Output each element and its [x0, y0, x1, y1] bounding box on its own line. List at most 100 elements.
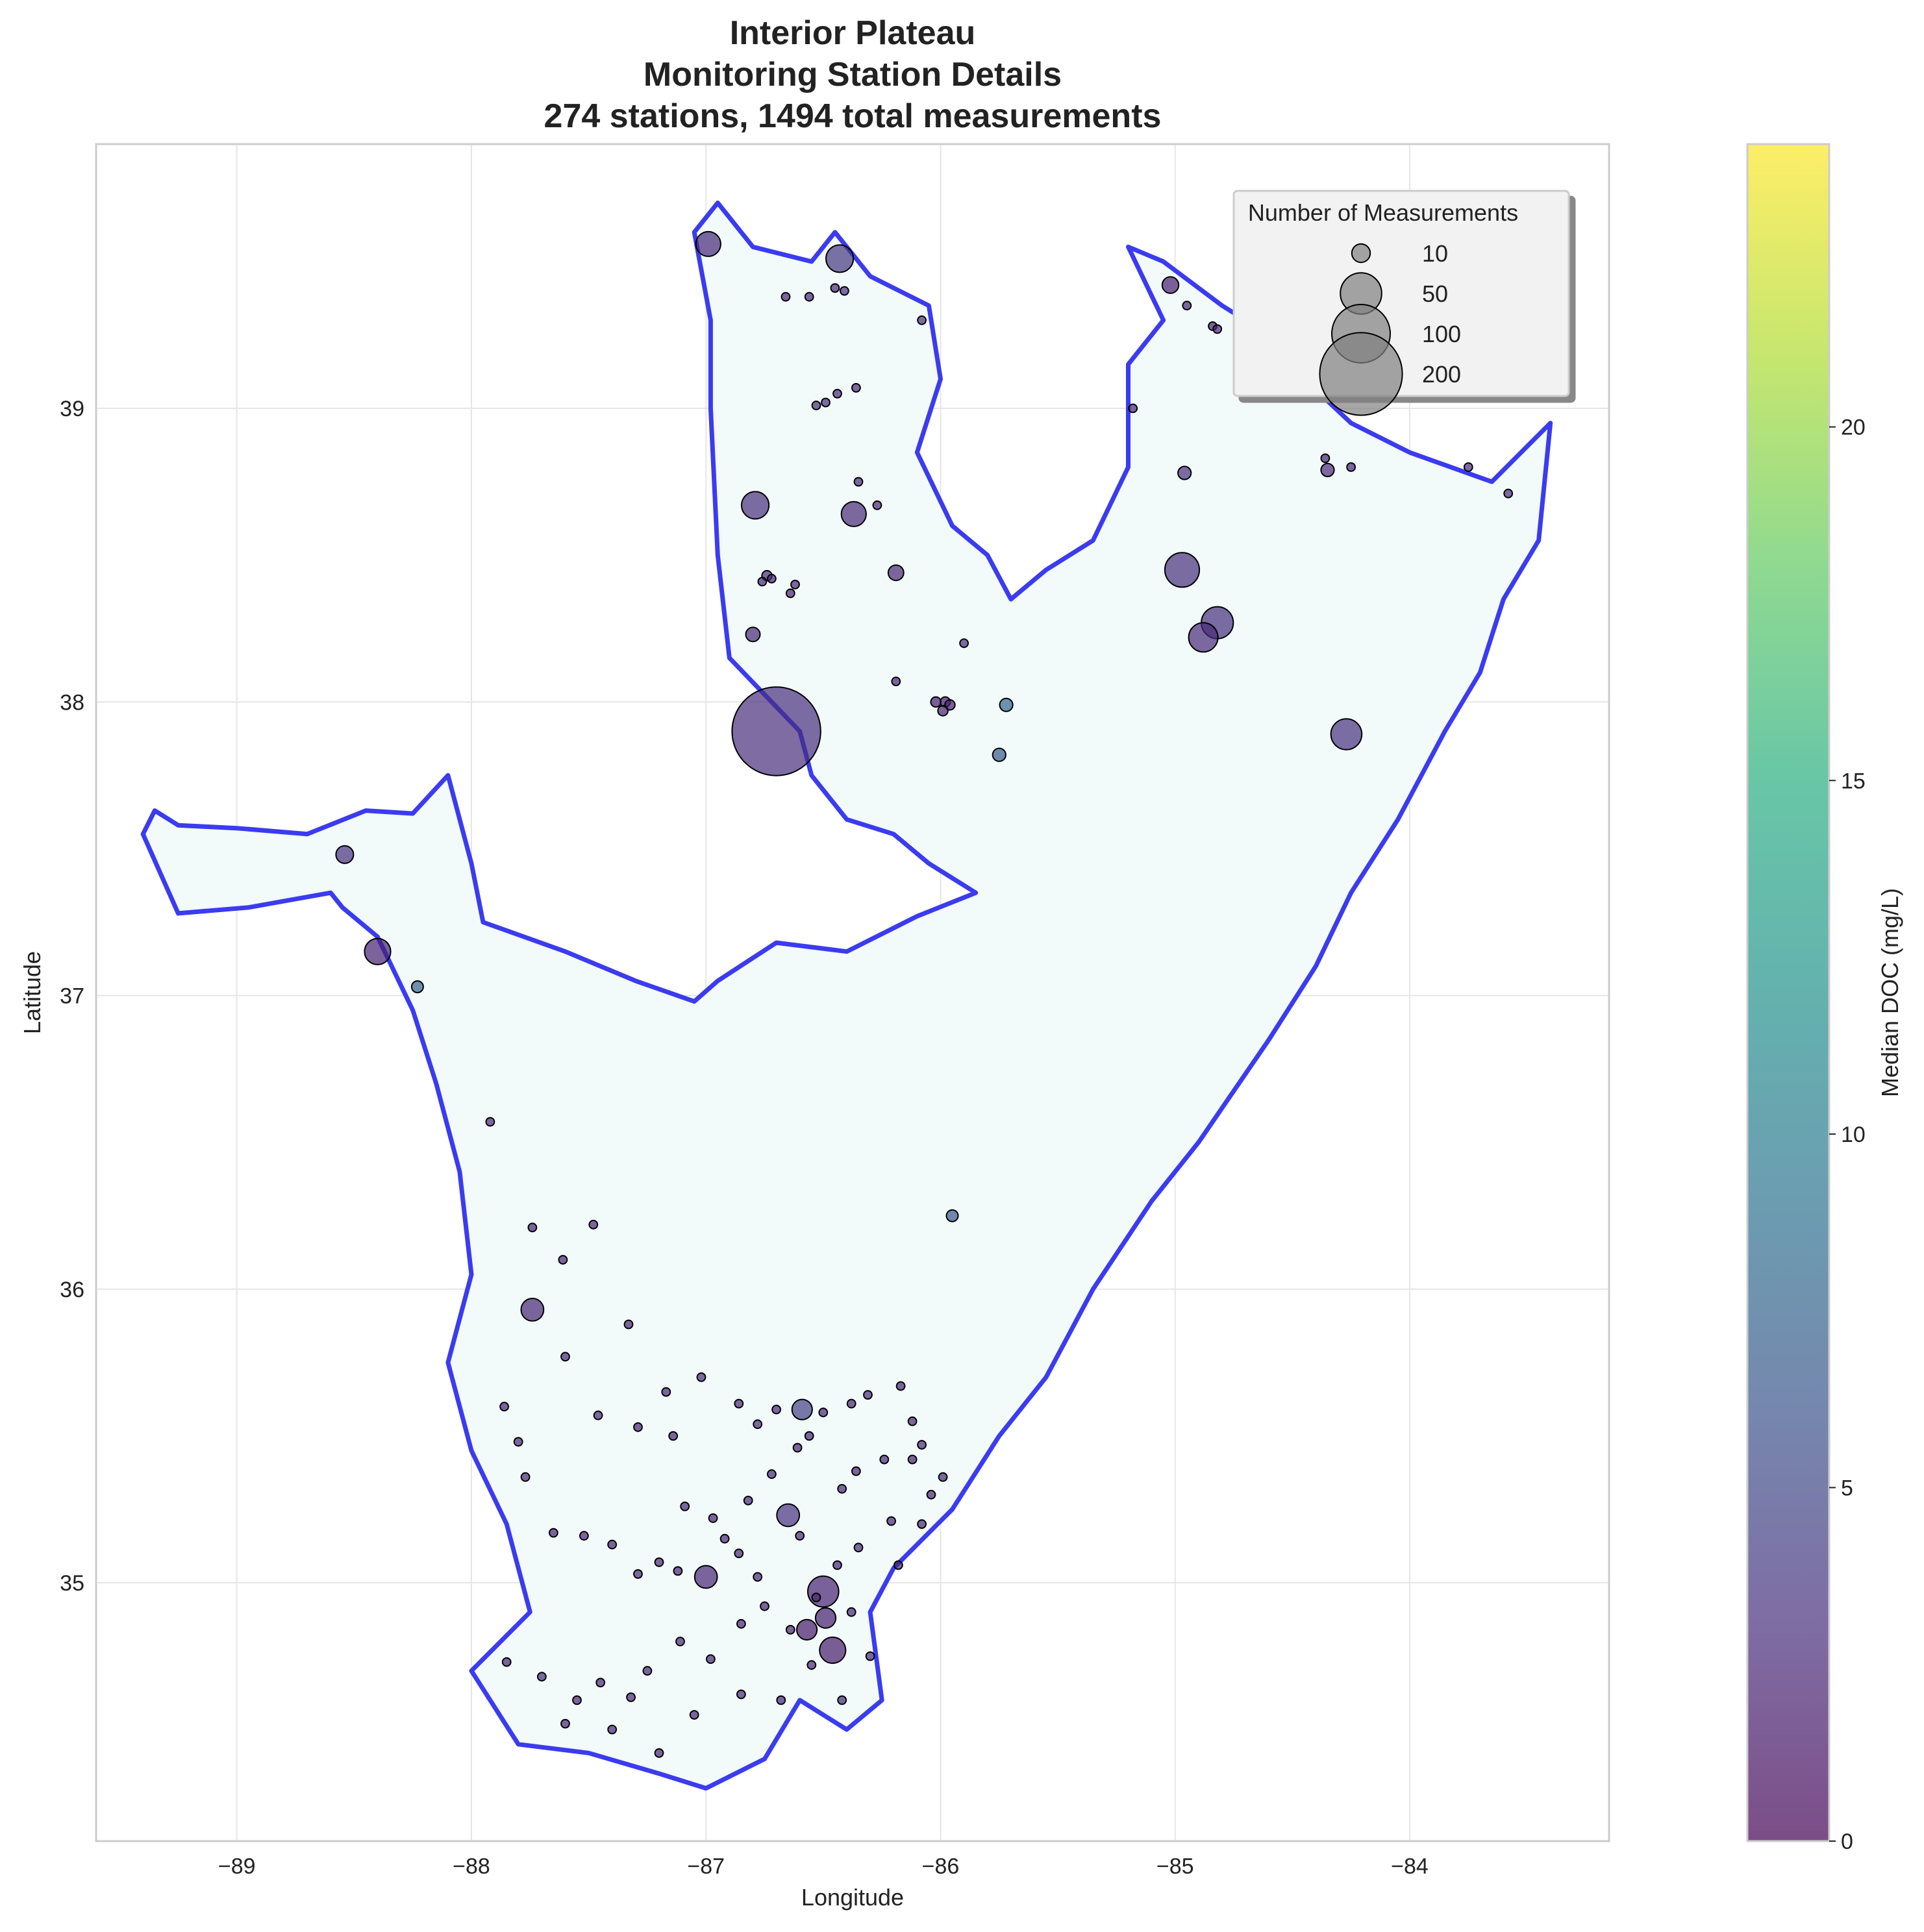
station-marker	[1182, 301, 1192, 311]
station-marker	[863, 1390, 873, 1400]
legend-title: Number of Measurements	[1248, 199, 1518, 226]
station-marker	[837, 1695, 847, 1705]
y-tick-label: 38	[60, 690, 84, 715]
station-marker	[537, 1672, 547, 1682]
station-marker	[853, 477, 864, 487]
station-marker	[1346, 462, 1356, 472]
legend-entries: 10 50 100 200	[1319, 240, 1461, 416]
station-marker	[626, 1692, 636, 1702]
station-marker	[917, 1440, 927, 1450]
station-marker	[791, 1398, 813, 1420]
station-marker	[893, 1560, 903, 1570]
y-tick-label: 36	[60, 1278, 84, 1302]
x-tick-label: −84	[1391, 1854, 1429, 1879]
station-marker	[886, 1516, 896, 1526]
station-marker	[811, 401, 821, 410]
station-marker	[410, 980, 424, 993]
y-tick-label: 35	[60, 1571, 84, 1596]
station-marker	[806, 1660, 817, 1670]
x-tick-label: −88	[453, 1854, 490, 1879]
station-marker	[708, 1513, 718, 1523]
station-marker	[595, 1678, 606, 1688]
legend-marker	[1351, 243, 1371, 264]
station-marker	[846, 1398, 856, 1409]
station-marker	[767, 573, 777, 584]
station-marker	[767, 1469, 777, 1480]
x-axis-label: Longitude	[801, 1884, 904, 1911]
station-marker	[661, 1387, 671, 1397]
station-marker	[642, 1666, 653, 1676]
legend-entry-label: 50	[1422, 280, 1448, 307]
station-marker	[760, 1601, 769, 1611]
station-marker	[364, 937, 392, 965]
colorbar-tick-label: 20	[1841, 415, 1866, 440]
station-marker	[1177, 465, 1192, 480]
title-line-1: Interior Plateau	[730, 14, 976, 52]
station-marker	[623, 1319, 634, 1330]
station-marker	[930, 696, 942, 708]
station-marker	[907, 1454, 918, 1465]
station-marker	[819, 1636, 847, 1665]
station-marker	[840, 501, 867, 527]
x-tick-label: −85	[1156, 1854, 1194, 1879]
station-marker	[999, 697, 1014, 712]
x-tick-label: −86	[922, 1854, 960, 1879]
legend-entry-label: 200	[1422, 361, 1461, 388]
station-marker	[695, 230, 721, 257]
station-marker	[706, 1654, 716, 1665]
size-legend: Number of Measurements 10 50 100 200	[1232, 190, 1570, 416]
colorbar-label: Median DOC (mg/L)	[1877, 888, 1903, 1097]
station-marker	[853, 1542, 864, 1553]
station-marker	[335, 845, 355, 864]
station-marker	[719, 1533, 730, 1544]
station-marker	[804, 1431, 814, 1441]
station-marker	[846, 1607, 856, 1617]
station-marker	[945, 1209, 959, 1222]
colorbar-gradient	[1747, 144, 1829, 1841]
station-marker	[520, 1472, 531, 1482]
plot-frame	[95, 143, 1610, 1842]
legend-entry-label: 10	[1422, 240, 1448, 267]
station-marker	[689, 1710, 699, 1720]
station-marker	[879, 1454, 890, 1465]
station-marker	[1188, 622, 1219, 653]
station-marker	[633, 1422, 643, 1432]
legend-entry-label: 100	[1422, 321, 1461, 347]
station-marker	[891, 676, 901, 686]
station-marker	[840, 286, 849, 296]
station-marker	[785, 1625, 795, 1635]
station-marker	[795, 1531, 805, 1541]
station-marker	[1330, 718, 1363, 750]
station-marker	[776, 1695, 786, 1705]
station-marker	[832, 1560, 842, 1570]
station-marker	[696, 1372, 706, 1382]
station-marker	[872, 500, 882, 510]
station-marker	[814, 1607, 837, 1629]
station-marker	[549, 1528, 558, 1538]
station-marker	[804, 291, 814, 302]
station-marker	[485, 1117, 495, 1127]
x-tick-label: −87	[687, 1854, 725, 1879]
legend-box	[1232, 190, 1570, 397]
station-marker	[781, 291, 791, 302]
station-marker	[771, 1404, 781, 1415]
station-marker	[572, 1695, 582, 1705]
legend-marker	[1319, 332, 1403, 416]
station-marker	[1164, 552, 1201, 588]
chart-title: Interior Plateau Monitoring Station Deta…	[544, 14, 1162, 135]
station-marker	[821, 397, 831, 408]
station-marker	[731, 686, 821, 776]
station-marker	[736, 1689, 746, 1700]
station-marker	[917, 1519, 927, 1530]
station-marker	[785, 588, 795, 599]
station-marker	[560, 1352, 570, 1362]
station-marker	[607, 1724, 618, 1735]
station-marker	[734, 1398, 744, 1409]
station-marker	[926, 1489, 936, 1500]
station-marker	[1463, 462, 1473, 472]
station-marker	[1320, 453, 1331, 464]
station-marker	[1503, 488, 1514, 499]
station-marker	[757, 576, 768, 587]
station-marker	[607, 1539, 618, 1550]
